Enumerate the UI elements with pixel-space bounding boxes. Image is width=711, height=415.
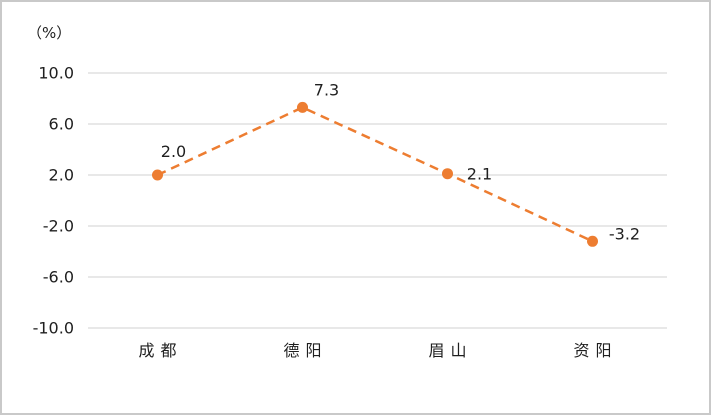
data-point-label: 7.3 — [314, 80, 339, 99]
data-point-label: 2.1 — [467, 165, 492, 184]
data-point-marker — [152, 169, 163, 181]
y-axis-unit-label: （%） — [27, 24, 72, 42]
x-category-label: 成都 — [138, 342, 182, 360]
y-tick-label: -10.0 — [33, 319, 74, 338]
data-point-label: 2.0 — [161, 142, 186, 161]
x-category-label: 眉山 — [428, 342, 472, 360]
data-point-marker — [587, 235, 598, 247]
y-tick-label: 10.0 — [38, 64, 74, 83]
data-point-marker — [297, 101, 308, 113]
y-tick-label: -2.0 — [43, 217, 74, 236]
data-point-marker — [442, 168, 453, 180]
data-point-label: -3.2 — [609, 224, 640, 243]
y-tick-label: 2.0 — [49, 166, 74, 185]
x-category-label: 德阳 — [283, 342, 327, 360]
y-tick-label: 6.0 — [49, 115, 74, 134]
x-category-label: 资阳 — [573, 342, 617, 360]
series-line — [156, 106, 594, 243]
y-tick-label: -6.0 — [43, 268, 74, 287]
